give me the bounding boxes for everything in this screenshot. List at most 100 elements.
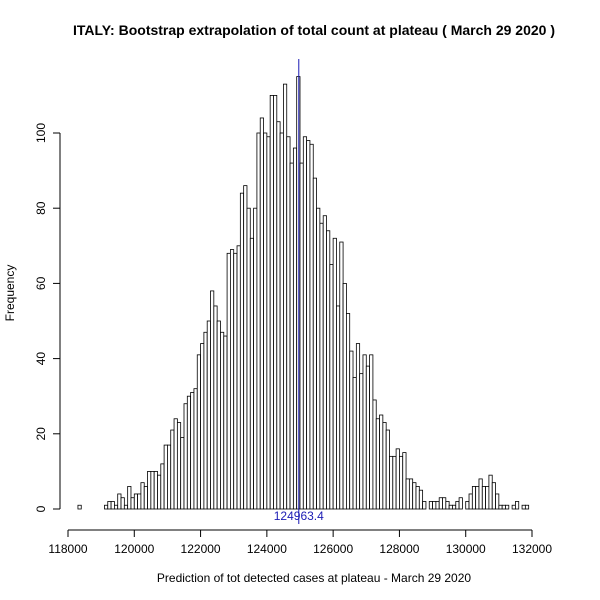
histogram-bar (216, 320, 221, 510)
histogram-bar (395, 448, 400, 510)
histogram-bar (229, 249, 235, 510)
histogram-bar (153, 470, 158, 510)
y-tick-label: 60 (34, 276, 48, 290)
histogram-bar (382, 422, 387, 510)
histogram-bar (127, 486, 132, 510)
histogram-bar (345, 313, 351, 510)
histogram-bar (501, 504, 506, 510)
histogram-bar (206, 320, 211, 510)
histogram-bar (332, 237, 337, 510)
histogram-bar (418, 489, 424, 510)
histogram-bar (186, 395, 192, 510)
histogram-bar (455, 501, 460, 510)
x-axis-label: Prediction of tot detected cases at plat… (157, 571, 472, 585)
histogram-bar (322, 215, 327, 510)
median-marker-label: 124963.4 (274, 509, 324, 523)
histogram-bar (273, 95, 278, 510)
histogram-bar (180, 437, 185, 510)
histogram-bar (412, 482, 417, 510)
histogram-bar (319, 222, 324, 510)
histogram-bar (302, 136, 308, 510)
histogram-bar (193, 388, 198, 510)
histogram-bar (505, 504, 510, 510)
histogram-bar (256, 132, 261, 510)
y-tick-label: 40 (34, 352, 48, 366)
histogram-bar (176, 422, 182, 510)
histogram-bar (432, 501, 437, 510)
histogram-bar (355, 343, 361, 510)
histogram-bar (362, 354, 367, 510)
histogram-bar (253, 207, 258, 510)
x-tick-label: 126000 (313, 542, 353, 556)
histogram-bar (239, 192, 245, 510)
chart-title: ITALY: Bootstrap extrapolation of total … (73, 22, 555, 38)
histogram-bar (445, 501, 450, 510)
histogram-bar (316, 207, 321, 510)
histogram-bar (279, 132, 284, 510)
histogram-bar (130, 497, 135, 510)
histogram-bar (143, 486, 148, 510)
histogram-bar (312, 177, 317, 510)
y-tick-label: 80 (34, 201, 48, 215)
x-tick-label: 120000 (114, 542, 154, 556)
histogram-bar (137, 493, 142, 510)
histogram-bar (452, 504, 457, 510)
histogram-bar (167, 444, 172, 510)
histogram-bar (339, 241, 344, 510)
y-axis: 0 20 40 60 80 100 (34, 123, 61, 512)
histogram-bar (266, 136, 271, 510)
histogram-bar (306, 140, 311, 510)
x-tick-label: 128000 (379, 542, 419, 556)
histogram-bar (329, 264, 334, 510)
histogram-bar (399, 455, 404, 510)
histogram-bar (379, 414, 384, 510)
histogram-bar (259, 117, 264, 510)
histogram-bar (468, 493, 473, 510)
histogram-bar (289, 162, 294, 510)
histogram-bar (428, 501, 433, 510)
histogram-bar (299, 162, 304, 510)
histogram-bar (276, 121, 281, 510)
histogram-bars (77, 76, 530, 510)
x-tick-label: 124000 (247, 542, 287, 556)
histogram-bar (491, 482, 496, 510)
histogram-bar (465, 501, 470, 510)
histogram-bar (458, 497, 463, 510)
histogram-bar (495, 493, 500, 510)
histogram-bar (511, 504, 516, 510)
histogram-bar (365, 365, 371, 510)
histogram-bar (405, 478, 410, 510)
histogram-bar (157, 474, 162, 510)
x-axis: 118000 120000 122000 124000 126000 128000 1300… (48, 529, 552, 556)
histogram-bar (435, 501, 440, 510)
histogram-bar (110, 501, 115, 510)
histogram-bar (524, 504, 530, 510)
histogram-bar (203, 331, 208, 510)
histogram-bar (123, 504, 129, 510)
histogram-bar (286, 136, 291, 510)
histogram-bar (415, 486, 420, 510)
histogram-bar (226, 252, 231, 510)
histogram-bar (160, 463, 165, 510)
histogram-bar (114, 504, 119, 510)
histogram-bar (375, 418, 380, 510)
y-axis-label: Frequency (3, 265, 17, 322)
histogram-bar (104, 504, 109, 510)
histogram-bar (359, 373, 364, 510)
histogram-bar (442, 497, 447, 510)
histogram-bar (478, 478, 483, 510)
histogram-bar (389, 455, 394, 510)
histogram-bar (233, 252, 238, 510)
histogram-bar (269, 95, 274, 510)
histogram-bar (210, 290, 215, 510)
histogram-bar (196, 354, 201, 510)
histogram-bar (349, 350, 354, 510)
histogram-bar (133, 493, 138, 510)
histogram-bar (147, 470, 152, 510)
histogram-bar (309, 143, 314, 510)
histogram-bar (471, 486, 477, 510)
histogram-bar (117, 493, 122, 510)
histogram-bar (392, 455, 397, 510)
histogram-bar (352, 376, 357, 510)
